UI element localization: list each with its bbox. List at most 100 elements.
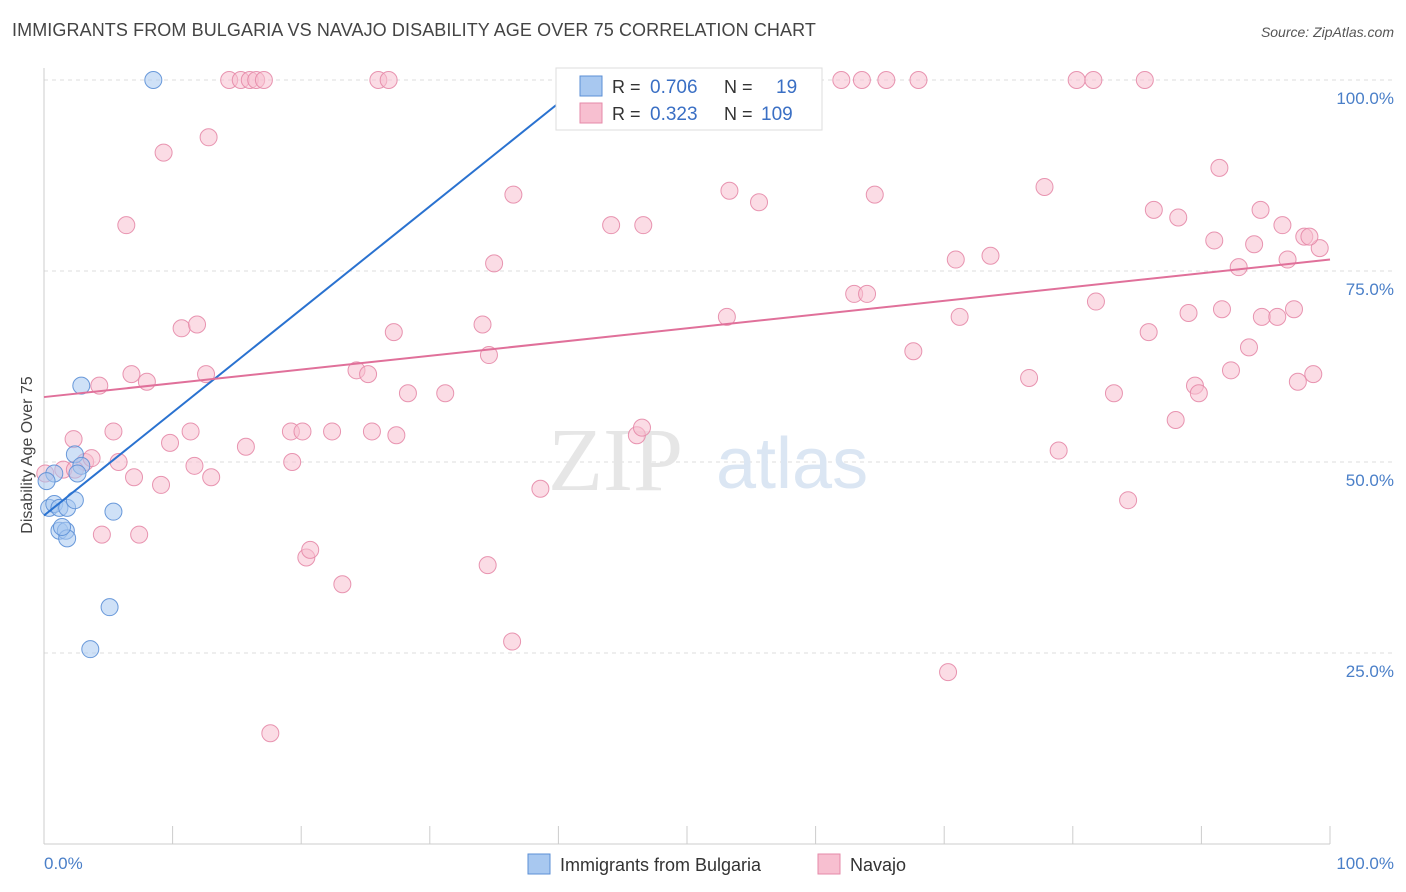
data-point: [293, 422, 312, 441]
data-point: [53, 517, 72, 536]
trend-line-bulgaria: [43, 71, 598, 517]
data-point: [832, 71, 851, 89]
x-tick-label: 0.0%: [44, 854, 83, 873]
data-point: [100, 598, 119, 617]
data-point: [865, 185, 884, 204]
data-point: [154, 143, 173, 162]
data-point: [1104, 384, 1123, 403]
data-point: [1239, 338, 1258, 357]
data-point: [117, 216, 136, 235]
data-point: [904, 342, 923, 361]
data-point: [852, 71, 871, 89]
data-point: [1273, 216, 1292, 235]
y-tick-label: 75.0%: [1346, 280, 1394, 299]
data-point: [1049, 441, 1068, 460]
data-point: [64, 430, 83, 449]
data-point: [384, 323, 403, 342]
data-point: [379, 71, 398, 89]
data-point: [717, 307, 736, 326]
stats-n-label-2: N =: [724, 104, 753, 124]
data-point: [1304, 365, 1323, 384]
legend-label-bulgaria: Immigrants from Bulgaria: [560, 855, 762, 875]
y-tick-label: 50.0%: [1346, 471, 1394, 490]
data-point: [254, 71, 273, 89]
data-point: [362, 422, 381, 441]
data-point: [602, 216, 621, 235]
data-point: [161, 433, 180, 452]
data-point: [236, 437, 255, 456]
data-point: [877, 71, 896, 89]
watermark-atlas: atlas: [716, 424, 868, 504]
data-point: [909, 71, 928, 89]
data-point: [1221, 361, 1240, 380]
data-point: [720, 181, 739, 200]
data-point: [503, 632, 522, 651]
data-point: [531, 479, 550, 498]
data-point: [1212, 300, 1231, 319]
data-point: [144, 71, 163, 89]
data-point: [1084, 71, 1103, 89]
data-point: [68, 464, 87, 483]
data-point: [1245, 235, 1264, 254]
data-point: [283, 453, 302, 471]
data-point: [261, 724, 280, 743]
data-point: [858, 284, 877, 303]
data-point: [478, 556, 497, 575]
x-ticks: 0.0% 100.0%: [43, 826, 1394, 873]
data-point: [1288, 372, 1307, 391]
stats-swatch-blue: [579, 75, 603, 97]
data-point: [333, 575, 352, 594]
data-point: [1067, 71, 1086, 89]
data-point: [1135, 71, 1154, 89]
data-point: [72, 376, 91, 395]
stats-legend: R = 0.706 N = 19 R = 0.323 N = 109: [555, 67, 823, 131]
data-point: [202, 468, 221, 487]
stats-r-label-1: R =: [612, 77, 641, 97]
stats-r-value-1: 0.706: [650, 77, 698, 98]
data-point: [1020, 368, 1039, 387]
stats-n-value-2: 109: [761, 104, 793, 125]
axes: [43, 68, 1330, 845]
data-point: [632, 418, 651, 437]
data-point: [950, 307, 969, 326]
data-point: [750, 193, 769, 212]
data-point: [130, 525, 149, 544]
data-point: [181, 422, 200, 441]
data-point: [1144, 200, 1163, 219]
y-tick-label: 100.0%: [1336, 89, 1394, 108]
data-point: [1086, 292, 1105, 311]
data-point: [37, 472, 56, 491]
data-point: [137, 372, 156, 391]
data-point: [1310, 239, 1329, 258]
stats-r-label-2: R =: [612, 104, 641, 124]
data-point: [152, 475, 171, 494]
legend-swatch-bulgaria: [527, 853, 551, 875]
data-point: [1119, 491, 1138, 510]
data-point: [359, 365, 378, 384]
watermark: ZIP atlas: [548, 411, 868, 510]
trend-lines: [43, 71, 1331, 517]
data-point: [504, 185, 523, 204]
data-point: [122, 365, 141, 384]
stats-r-value-2: 0.323: [650, 104, 698, 125]
data-point: [104, 502, 123, 521]
data-point: [1210, 158, 1229, 177]
data-point: [1189, 384, 1208, 403]
data-point: [92, 525, 111, 544]
trend-line-navajo: [43, 258, 1331, 399]
data-point: [1166, 410, 1185, 429]
data-point: [81, 640, 100, 659]
stats-n-label-1: N =: [724, 77, 753, 97]
data-point: [1251, 200, 1270, 219]
data-point: [387, 426, 406, 445]
legend-label-navajo: Navajo: [850, 855, 906, 875]
data-point: [946, 250, 965, 269]
data-point: [188, 315, 207, 334]
data-point: [172, 319, 191, 338]
data-point: [485, 254, 504, 273]
data-point: [939, 663, 958, 682]
data-point: [1268, 307, 1287, 326]
data-point: [1229, 258, 1248, 277]
stats-swatch-pink: [579, 102, 603, 124]
